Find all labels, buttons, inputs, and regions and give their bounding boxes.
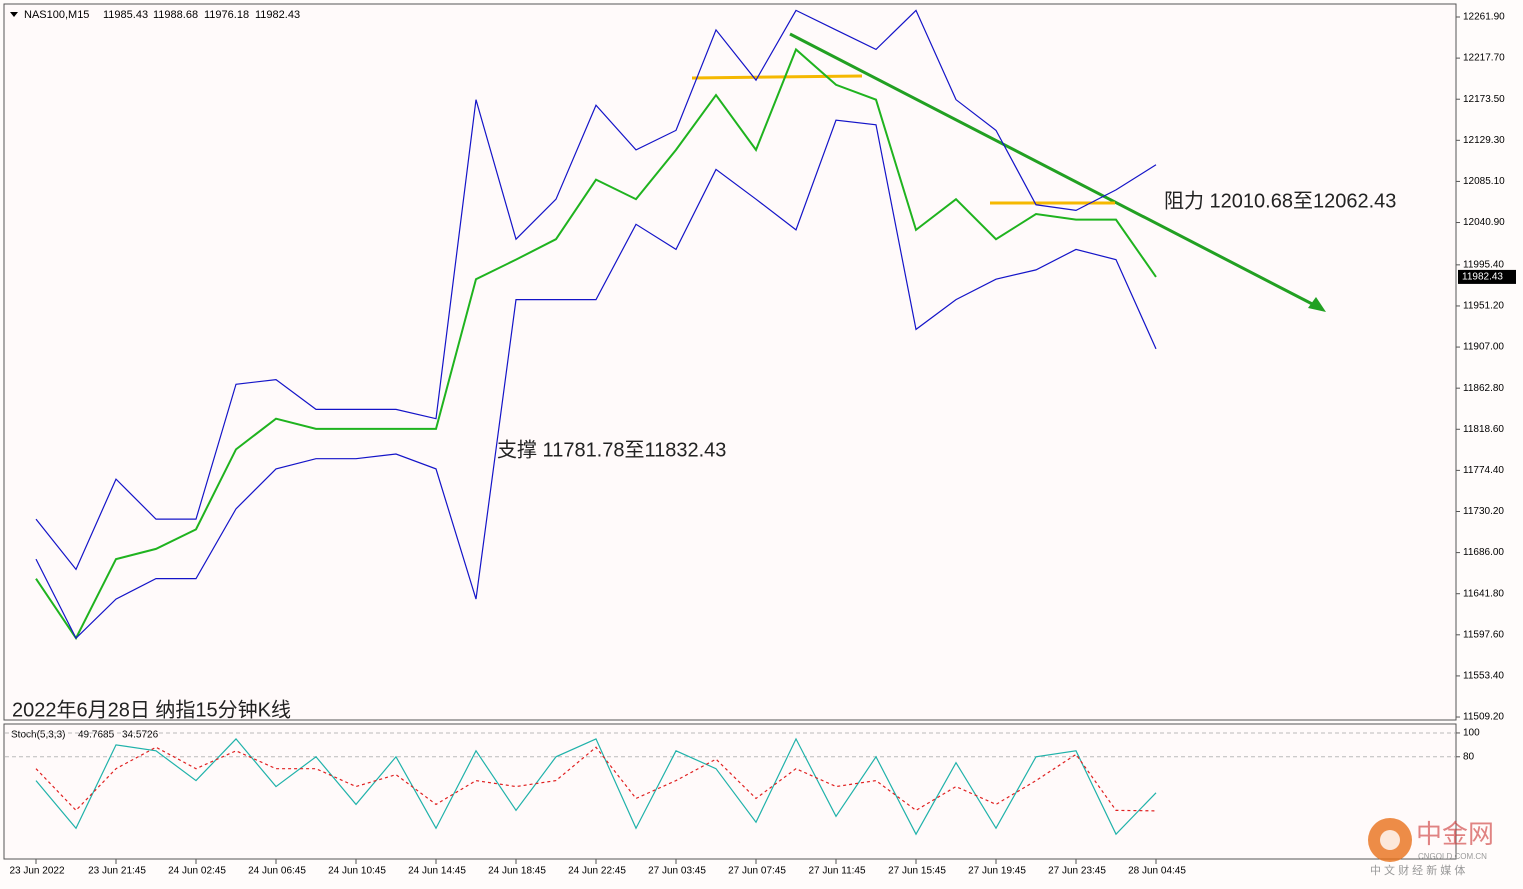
menu-arrow — [10, 12, 18, 17]
y-tick-label: 12085.10 — [1463, 176, 1505, 187]
main-panel — [3, 3, 1457, 721]
ohlc: 11985.43 — [103, 9, 148, 21]
symbol: NAS100,M15 — [24, 9, 89, 21]
y-tick-label: 11597.60 — [1463, 629, 1504, 640]
x-tick-label: 23 Jun 21:45 — [88, 866, 146, 877]
trend-line — [789, 32, 1321, 310]
y-tick-label: 11686.00 — [1463, 547, 1504, 558]
y-tick-label: 11641.80 — [1463, 588, 1504, 599]
series-line — [35, 47, 1157, 641]
y-tick-label: 11509.20 — [1463, 712, 1504, 723]
trend-arrow — [1308, 297, 1326, 312]
x-tick-label: 27 Jun 07:45 — [728, 866, 786, 877]
y-tick-label: 12261.90 — [1463, 12, 1505, 23]
indicator-value: 49.7685 — [78, 730, 115, 741]
series-line — [35, 9, 1157, 571]
y-tick-label: 11907.00 — [1463, 342, 1504, 353]
x-tick-label: 24 Jun 06:45 — [248, 866, 306, 877]
annotation: 支撑 11781.78至11832.43 — [497, 438, 726, 461]
y-tick-label: 11995.40 — [1463, 259, 1504, 270]
resistance-line — [691, 74, 863, 80]
series-line — [35, 737, 1157, 836]
x-tick-label: 24 Jun 10:45 — [328, 866, 386, 877]
indicator-value: 34.5726 — [122, 730, 159, 741]
logo — [1380, 830, 1400, 850]
y-tick-label: 11553.40 — [1463, 671, 1504, 682]
ohlc: 11976.18 — [204, 9, 249, 21]
series-line — [35, 746, 1157, 812]
annotation: 阻力 12010.68至12062.43 — [1164, 189, 1396, 212]
x-tick-label: 27 Jun 11:45 — [808, 866, 866, 877]
y-tick-label: 80 — [1463, 751, 1475, 762]
watermark: 中 文 财 经 新 媒 体 — [1370, 863, 1465, 877]
y-tick-label: 11774.40 — [1463, 465, 1504, 476]
x-tick-label: 23 Jun 2022 — [9, 866, 64, 877]
y-tick-label: 11818.60 — [1463, 424, 1504, 435]
x-tick-label: 27 Jun 19:45 — [968, 866, 1026, 877]
x-tick-label: 27 Jun 23:45 — [1048, 866, 1106, 877]
y-tick-label: 12173.50 — [1463, 94, 1505, 105]
price-tag — [1458, 269, 1516, 284]
price-tag-label: 11982.43 — [1462, 272, 1503, 283]
y-tick-label: 11730.20 — [1463, 506, 1504, 517]
y-tick-label: 100 — [1463, 728, 1480, 739]
x-tick-label: 24 Jun 02:45 — [168, 866, 226, 877]
x-tick-label: 28 Jun 04:45 — [1128, 866, 1186, 877]
y-tick-label: 12217.70 — [1463, 53, 1505, 64]
y-tick-label: 12040.90 — [1463, 217, 1505, 228]
stoch-panel — [3, 723, 1457, 860]
ohlc: 11982.43 — [255, 9, 300, 21]
watermark: CNGOLD.COM.CN — [1418, 852, 1487, 861]
y-tick-label: 11951.20 — [1463, 301, 1504, 312]
series-line — [35, 119, 1157, 640]
x-tick-label: 27 Jun 15:45 — [888, 866, 946, 877]
indicator-title: Stoch(5,3,3) — [11, 730, 65, 741]
x-tick-label: 27 Jun 03:45 — [648, 866, 706, 877]
annotation: 2022年6月28日 纳指15分钟K线 — [12, 698, 291, 721]
x-tick-label: 24 Jun 14:45 — [408, 866, 466, 877]
x-tick-label: 24 Jun 22:45 — [568, 866, 626, 877]
watermark: 中金网 — [1416, 819, 1494, 849]
ohlc: 11988.68 — [153, 9, 198, 21]
y-tick-label: 11862.80 — [1463, 383, 1504, 394]
x-tick-label: 24 Jun 18:45 — [488, 866, 546, 877]
y-tick-label: 12129.30 — [1463, 135, 1505, 146]
